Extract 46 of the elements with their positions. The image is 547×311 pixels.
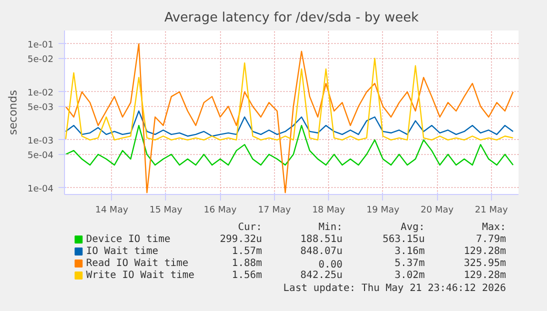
text: Max: [482,222,506,233]
chart-title: Average latency for /dev/sda - by week [164,10,420,26]
y-tick-label: 1e-04 [28,184,54,194]
text: 842.25u [300,270,343,281]
y-tick-label: 5e-03 [28,102,54,113]
text: 3.16m [394,246,425,257]
y-tick-label: 5e-02 [28,54,54,65]
text: Last update: Thu May 21 23:46:12 2026 [283,283,506,294]
text: 563.15u [382,234,425,245]
text: 848.07u [300,246,343,257]
text: 0.00 [318,260,343,270]
line-series [64,124,514,166]
text: 1.56m [232,270,262,281]
x-tick-label: 21 May [474,206,509,216]
text: 5.37m [394,258,425,269]
y-tick-label: 1e-03 [28,136,54,146]
x-tick-label: 15 May [149,206,184,216]
x-tick-label: 20 May [420,206,454,216]
text: 1.88m [232,258,262,269]
text: 7.79m [476,234,506,245]
text: Cur: [238,222,262,233]
legend-label: IO Wait time [86,246,158,257]
legend-label: Write IO Wait time [86,270,194,281]
y-tick-label: 1e-02 [28,88,54,98]
legend-label: Device IO time [86,234,170,245]
line-series [64,110,514,137]
text: Avg: [400,222,425,233]
text: 129.28m [464,270,506,281]
x-tick-label: 17 May [258,206,292,216]
text: 3.02m [394,270,425,281]
x-tick-label: 14 May [95,206,129,216]
text: 188.51u [300,234,343,245]
line-series [64,43,514,194]
x-tick-label: 19 May [366,206,400,216]
x-tick-label: 18 May [312,206,346,216]
y-axis-title: seconds [6,90,20,135]
text: 129.28m [464,246,506,257]
text: 1.57m [232,246,262,257]
legend-label: Read IO Wait time [86,258,188,269]
text: 299.32u [220,234,262,245]
text: Min: [318,222,343,233]
text: 325.95m [464,258,506,269]
line-series [64,58,514,141]
y-tick-label: 1e-01 [28,40,54,50]
y-tick-label: 5e-04 [28,150,54,161]
x-tick-label: 16 May [204,206,238,216]
